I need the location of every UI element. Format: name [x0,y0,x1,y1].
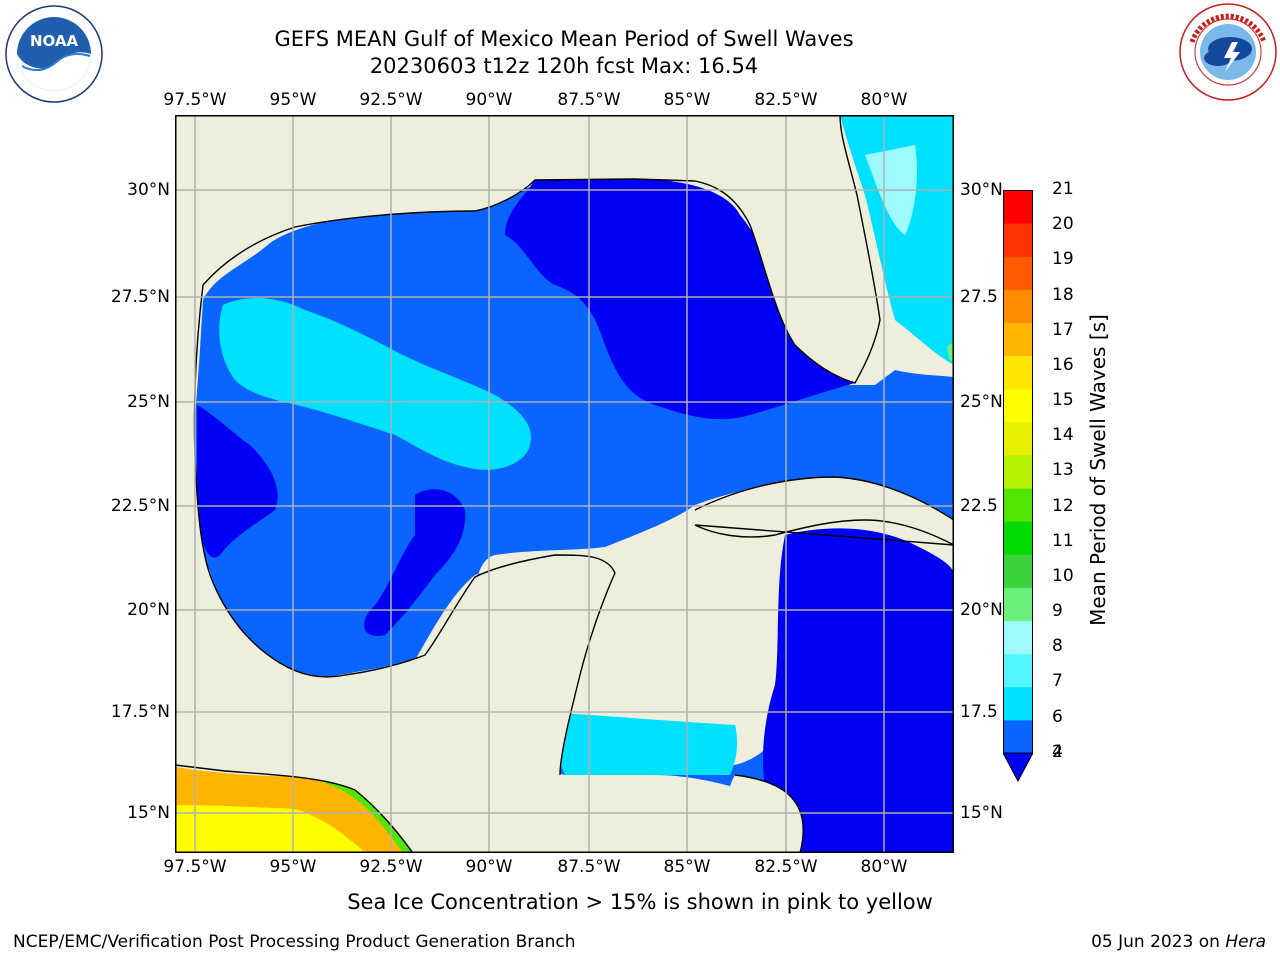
colorbar-segment [1003,322,1033,357]
lon-tick-label: 95°W [269,857,317,877]
lon-tick-label: 87.5°W [557,90,621,110]
lat-tick-label: 20°N [127,600,170,620]
colorbar-title: Mean Period of Swell Waves [s] [1086,314,1110,626]
colorbar-segment [1003,223,1033,257]
map-panel [175,115,954,853]
colorbar-segment [1003,289,1033,323]
graticule [175,115,954,853]
lon-tick-label: 92.5°W [359,857,423,877]
colorbar-tick-label: 14 [1052,425,1074,445]
lon-tick-label: 85°W [663,90,711,110]
colorbar-segment [1003,421,1033,456]
colorbar-tick-label: 19 [1052,249,1074,269]
colorbar-under-extension [1003,752,1033,782]
coastlines [175,115,954,853]
colorbar-border [1003,190,1033,754]
lon-tick-label: 82.5°W [754,90,818,110]
lat-tick-label: 27.5°N [110,287,170,307]
lon-tick-label: 90°W [465,857,513,877]
colorbar-segment [1003,388,1033,423]
footer-date-text: 05 Jun 2023 on [1091,932,1226,952]
colorbar-tick-label: 8 [1052,636,1063,656]
colorbar-segment [1003,521,1033,555]
colorbar-segment [1003,587,1033,622]
colorbar-tick-label: 11 [1052,531,1074,551]
footer-host: Hera [1225,932,1266,952]
honduras-land [726,775,804,853]
lon-tick-label: 80°W [860,90,908,110]
colorbar-tick-label: 15 [1052,390,1074,410]
landmasses [175,115,954,853]
lat-tick-label: 17.5 [960,702,998,722]
us-coast-land [175,115,954,383]
colorbar-segment [1003,686,1033,721]
lon-tick-label: 92.5°W [359,90,423,110]
lat-tick-label: 30°N [127,180,170,200]
colorbar-segment [1003,256,1033,290]
lon-tick-label: 80°W [860,857,908,877]
lat-tick-label: 25°N [127,392,170,412]
lat-tick-label: 25°N [960,392,1003,412]
colorbar-segment [1003,190,1033,224]
lat-tick-label: 17.5°N [110,702,170,722]
colorbar-tick-label: 6 [1052,707,1063,727]
footer-date: 05 Jun 2023 on Hera [1091,932,1266,952]
lat-tick-label: 20°N [960,600,1003,620]
lon-tick-label: 85°W [663,857,711,877]
lon-tick-label: 95°W [269,90,317,110]
lon-tick-label: 90°W [465,90,513,110]
noaa-logo: NOAA [5,5,103,103]
lon-tick-label: 87.5°W [557,857,621,877]
sea-ice-note: Sea Ice Concentration > 15% is shown in … [0,890,1280,914]
mexico-land [175,285,615,853]
sea-ice-note-text: Sea Ice Concentration > 15% is shown in … [347,890,933,914]
colorbar-tick-label: 4 [1052,742,1063,762]
lat-tick-label: 30°N [960,180,1003,200]
map-border [175,115,954,853]
chart-title: GEFS MEAN Gulf of Mexico Mean Period of … [274,27,854,51]
colorbar-segment [1003,620,1033,655]
colorbar-tick-label: 16 [1052,355,1074,375]
colorbar-tick-label: 12 [1052,496,1074,516]
cuba-land [695,477,954,545]
footer-credit: NCEP/EMC/Verification Post Processing Pr… [13,932,576,952]
colorbar-tick-label: 21 [1052,179,1074,199]
colorbar [1003,190,1033,782]
lat-tick-label: 15°N [127,803,170,823]
lat-tick-label: 15°N [960,803,1003,823]
noaa-logo-text: NOAA [30,32,79,50]
lon-tick-label: 82.5°W [754,857,818,877]
nws-logo [1179,3,1277,101]
lat-tick-label: 22.5 [960,496,998,516]
colorbar-tick-label: 10 [1052,566,1074,586]
colorbar-tick-label: 2 [1052,742,1063,762]
colorbar-tick-label: 18 [1052,285,1074,305]
colorbar-segment [1003,488,1033,522]
lat-tick-label: 22.5°N [110,496,170,516]
lat-tick-label: 27.5 [960,287,998,307]
colorbar-tick-label: 13 [1052,460,1074,480]
colorbar-tick-label: 9 [1052,601,1063,621]
colorbar-tick-label: 7 [1052,671,1063,691]
colorbar-segment [1003,554,1033,588]
colorbar-segment [1003,454,1033,489]
chart-subtitle: 20230603 t12z 120h fcst Max: 16.54 [369,54,759,78]
lon-tick-label: 97.5°W [163,857,227,877]
colorbar-segment [1003,719,1033,754]
colorbar-segment [1003,653,1033,688]
lon-tick-label: 97.5°W [163,90,227,110]
colorbar-tick-label: 20 [1052,214,1074,234]
colorbar-tick-label: 17 [1052,320,1074,340]
colorbar-segment [1003,355,1033,390]
